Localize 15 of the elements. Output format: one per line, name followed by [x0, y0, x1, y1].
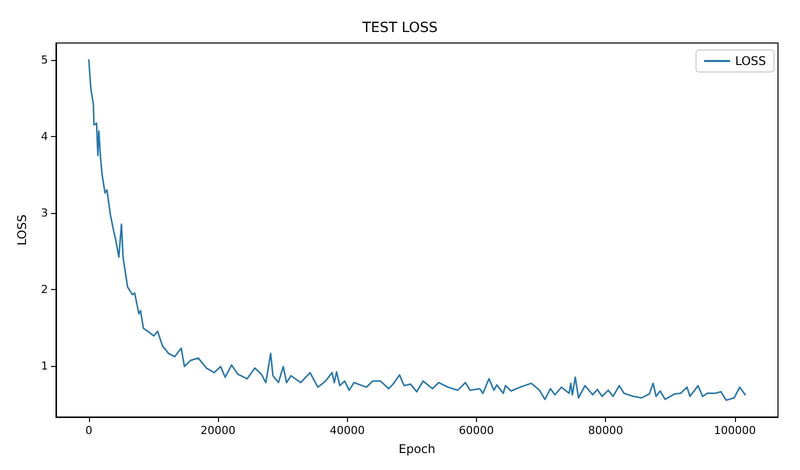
- x-tick-label: 20000: [200, 424, 236, 437]
- y-tick-label: 4: [41, 130, 48, 143]
- y-tick-label: 5: [41, 53, 48, 66]
- y-tick-label: 3: [41, 206, 48, 220]
- legend-label: LOSS: [735, 54, 766, 68]
- x-tick-label: 60000: [458, 424, 494, 437]
- chart-title: TEST LOSS: [361, 20, 438, 36]
- x-tick-label: 40000: [330, 424, 365, 437]
- y-tick-label: 1: [41, 359, 48, 372]
- x-tick-label: 80000: [588, 424, 624, 437]
- y-tick-label: 2: [41, 282, 48, 296]
- x-axis-title: Epoch: [398, 442, 436, 456]
- x-tick-label: 0: [85, 424, 92, 437]
- x-tick-label: 100000: [714, 424, 756, 437]
- y-axis-title: LOSS: [15, 214, 29, 246]
